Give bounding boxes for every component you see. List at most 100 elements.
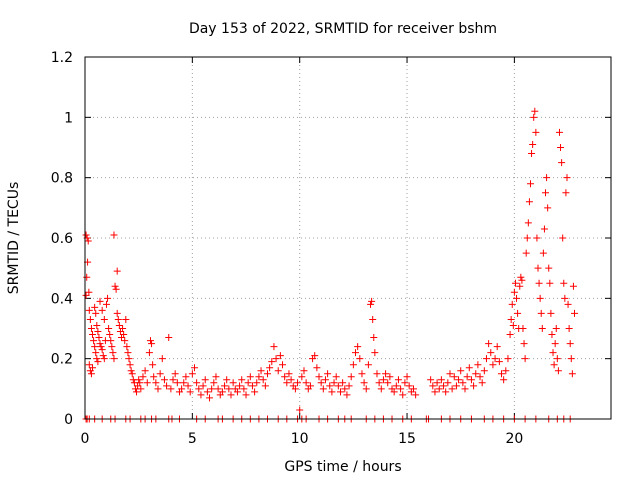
data-point [339, 379, 347, 387]
data-point [336, 388, 344, 396]
data-point [208, 385, 216, 393]
data-point [555, 128, 563, 136]
data-point [508, 300, 516, 308]
data-point [182, 373, 190, 381]
data-point [306, 382, 314, 390]
data-point [95, 334, 103, 342]
data-point [86, 315, 94, 323]
data-point [99, 352, 107, 360]
data-point [392, 382, 400, 390]
data-point [554, 367, 562, 375]
data-point [319, 385, 327, 393]
data-point [369, 315, 377, 323]
data-point [105, 325, 113, 332]
data-point [345, 382, 353, 390]
data-point [480, 367, 488, 375]
data-point [108, 343, 116, 351]
data-point [165, 334, 173, 342]
data-point [263, 370, 271, 378]
data-point [324, 370, 332, 378]
data-point [242, 391, 250, 399]
data-point [514, 309, 522, 317]
data-point [102, 300, 110, 308]
data-point [123, 343, 131, 351]
data-point [564, 300, 572, 308]
data-point [148, 340, 156, 348]
data-point [122, 315, 130, 323]
data-point [427, 376, 435, 384]
data-point [125, 355, 133, 363]
data-point [96, 297, 104, 305]
data-point [113, 309, 121, 317]
data-point [221, 382, 229, 390]
data-point [553, 355, 561, 363]
data-point [540, 225, 548, 233]
data-point [384, 379, 392, 387]
data-point [507, 315, 515, 323]
data-point [136, 379, 144, 387]
data-point [238, 376, 246, 384]
data-point [96, 340, 104, 348]
data-point [315, 373, 323, 381]
y-axis-label: SRMTID / TECUs [6, 182, 22, 295]
data-point [455, 376, 463, 384]
data-point [298, 373, 306, 381]
data-point [160, 376, 168, 384]
data-point [251, 388, 259, 396]
data-point [113, 267, 121, 275]
data-point [403, 373, 411, 381]
data-point [212, 373, 220, 381]
data-point [341, 385, 349, 393]
data-point [429, 382, 437, 390]
data-point [119, 325, 127, 332]
data-point [565, 325, 573, 332]
data-point [150, 373, 158, 381]
data-point [409, 385, 417, 393]
data-point [504, 355, 512, 363]
data-point [92, 309, 100, 317]
x-tick-label: 10 [291, 431, 309, 447]
data-point [98, 346, 106, 354]
data-point [435, 385, 443, 393]
data-point [531, 107, 539, 115]
data-point [82, 291, 90, 299]
data-point [461, 385, 469, 393]
data-point [158, 355, 166, 363]
data-point [397, 385, 405, 393]
data-point [542, 189, 550, 197]
data-point [401, 379, 409, 387]
data-point [114, 315, 122, 323]
data-point [91, 303, 99, 311]
data-point [274, 367, 282, 375]
data-point [437, 376, 445, 384]
data-point [552, 325, 560, 332]
data-point [283, 379, 291, 387]
data-point [489, 361, 497, 369]
data-point [547, 309, 555, 317]
data-point [510, 288, 518, 296]
data-point [537, 309, 545, 317]
data-point [450, 373, 458, 381]
data-point [112, 285, 120, 293]
data-point [533, 234, 541, 242]
data-point [370, 334, 378, 342]
data-point [561, 294, 569, 302]
data-point [349, 361, 357, 369]
data-point [100, 315, 108, 323]
data-point [91, 343, 99, 351]
x-tick-label: 0 [81, 431, 90, 447]
data-point [300, 367, 308, 375]
data-point [562, 189, 570, 197]
data-point [279, 361, 287, 369]
data-point [169, 376, 177, 384]
data-point [199, 382, 207, 390]
data-point [566, 340, 574, 348]
data-point [87, 370, 95, 378]
data-point [358, 370, 366, 378]
data-point [440, 382, 448, 390]
data-point [330, 379, 338, 387]
data-point [229, 379, 237, 387]
data-point [517, 273, 525, 281]
x-tick-label: 5 [188, 431, 197, 447]
data-point [354, 343, 362, 351]
